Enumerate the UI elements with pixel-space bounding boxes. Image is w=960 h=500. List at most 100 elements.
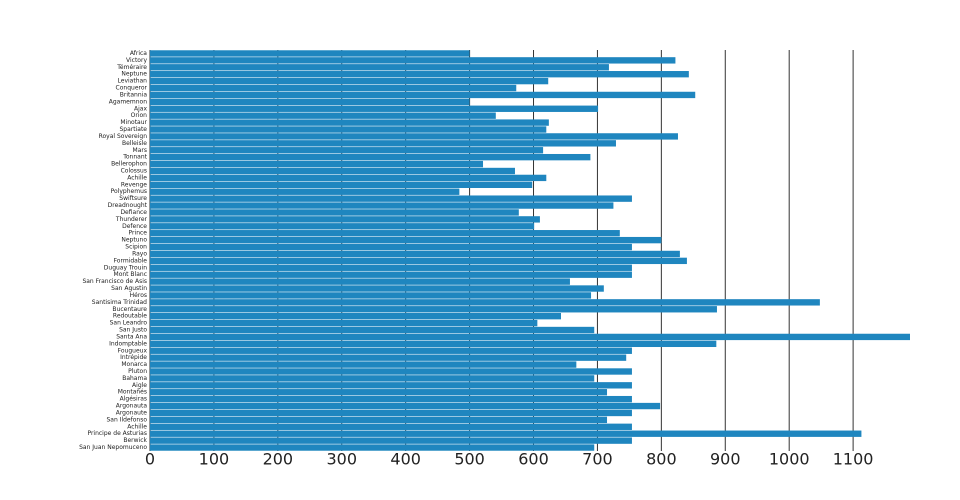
- y-tick-label: Polyphemus: [111, 188, 147, 195]
- y-tick-label: Tonnant: [122, 154, 147, 161]
- bar: [150, 133, 678, 140]
- y-tick-label: Colossus: [121, 167, 147, 174]
- bar: [150, 340, 717, 348]
- bar: [150, 313, 562, 320]
- bar: [150, 292, 592, 299]
- bar: [150, 147, 544, 154]
- bar: [150, 160, 484, 168]
- bar: [150, 389, 608, 396]
- x-tick-label: 500: [454, 450, 485, 469]
- y-tick-label: Argonauta: [116, 403, 148, 410]
- y-tick-label: San Leandro: [110, 320, 148, 327]
- bar: [150, 409, 632, 417]
- x-tick-label: 900: [710, 450, 741, 469]
- y-tick-label: Principe de Asturias: [87, 430, 147, 437]
- bar: [150, 98, 470, 106]
- bar: [150, 181, 533, 188]
- bar: [150, 202, 614, 209]
- bar: [150, 402, 661, 410]
- y-tick-label: Thunderer: [115, 216, 148, 223]
- y-tick-label: Revenge: [121, 181, 147, 188]
- bar: [150, 444, 595, 451]
- bar: [150, 77, 549, 85]
- y-tick-label: Pluton: [128, 368, 147, 375]
- bar: [150, 395, 632, 403]
- bar: [150, 368, 632, 375]
- bar: [150, 319, 538, 327]
- y-tick-label: Conqueror: [116, 85, 148, 92]
- x-tick-label: 400: [390, 450, 421, 469]
- x-tick-label: 100: [199, 450, 230, 469]
- y-tick-label: San Francisco de Asis: [82, 278, 147, 285]
- bar: [150, 430, 862, 437]
- x-tick-label: 1000: [769, 450, 810, 469]
- bar: [150, 375, 595, 382]
- y-tick-label: Berwick: [123, 437, 147, 444]
- y-tick-label: Achille: [127, 174, 147, 181]
- x-tick-label: 600: [518, 450, 549, 469]
- bar: [150, 50, 470, 57]
- bar: [150, 326, 595, 334]
- bar: [150, 437, 632, 444]
- y-tick-label: Africa: [130, 50, 147, 57]
- y-tick-label: Bahama: [122, 375, 147, 382]
- y-tick-label: Montañés: [118, 389, 147, 396]
- bar: [150, 64, 609, 71]
- bar: [150, 250, 680, 258]
- y-tick-label: San Agustin: [111, 285, 147, 292]
- y-tick-label: Ajax: [134, 105, 147, 112]
- y-tick-label: Spartiate: [119, 126, 147, 133]
- y-tick-label: Neptune: [121, 71, 147, 78]
- y-tick-label: Intrépide: [120, 354, 147, 361]
- bar: [150, 91, 696, 99]
- y-tick-label: Prince: [129, 230, 148, 237]
- bar: [150, 216, 540, 223]
- bar: [150, 223, 535, 230]
- y-tick-label: Britannia: [120, 91, 148, 98]
- x-tick-label: 300: [326, 450, 357, 469]
- bar: [150, 188, 460, 195]
- y-tick-label: Redoutable: [113, 313, 147, 320]
- bar: [150, 209, 519, 216]
- y-tick-label: Duguay Trouin: [104, 264, 147, 271]
- y-tick-label: San Juan Nepomuceno: [79, 444, 147, 451]
- x-tick-label: 700: [582, 450, 613, 469]
- bar: [150, 57, 676, 64]
- y-tick-label: Agamemnon: [109, 98, 147, 105]
- y-tick-label: Swiftsure: [119, 195, 147, 202]
- bar: [150, 361, 577, 368]
- bar: [150, 278, 570, 285]
- y-tick-label: Bellerophon: [111, 161, 147, 168]
- bar: [150, 333, 910, 341]
- bar: [150, 243, 632, 251]
- bar: [150, 230, 620, 237]
- y-tick-label: Defence: [122, 223, 147, 230]
- y-tick-label: Héros: [130, 292, 147, 299]
- x-tick-label: 0: [145, 450, 155, 469]
- bar: [150, 354, 627, 361]
- y-tick-label: Aigle: [132, 382, 147, 389]
- y-tick-label: Belleisle: [122, 140, 147, 147]
- bar: [150, 347, 632, 354]
- bar: [150, 306, 717, 313]
- y-tick-label: Indomptable: [109, 340, 147, 347]
- bar: [150, 285, 604, 292]
- bar: [150, 71, 689, 78]
- bar: [150, 112, 496, 119]
- bar: [150, 416, 608, 424]
- y-tick-label: Defiance: [120, 209, 147, 216]
- bar: [150, 271, 632, 278]
- y-tick-label: Santisima Trinidad: [92, 299, 147, 306]
- y-tick-label: Royal Sovereign: [99, 133, 148, 140]
- y-tick-label: Dreadnought: [108, 202, 148, 209]
- x-tick-label: 800: [646, 450, 677, 469]
- bar: [150, 105, 599, 112]
- y-tick-label: Algésiras: [120, 396, 147, 403]
- y-tick-label: San Ildefonso: [106, 416, 147, 423]
- bar: [150, 195, 632, 202]
- y-tick-label: San Justo: [119, 327, 147, 334]
- y-tick-label: Scipion: [125, 244, 147, 251]
- y-tick-label: Monarca: [121, 361, 147, 368]
- x-tick-label: 200: [263, 450, 294, 469]
